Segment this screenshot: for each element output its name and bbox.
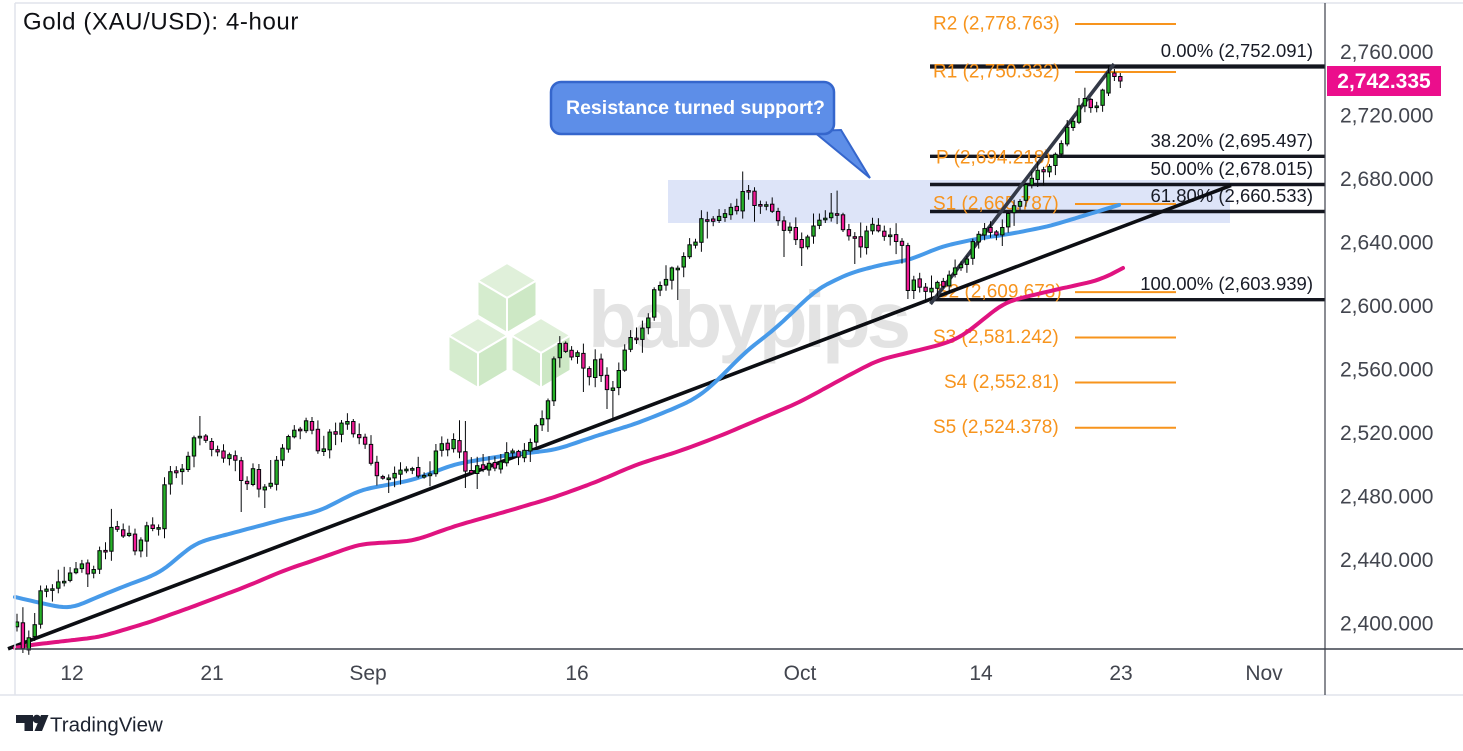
svg-text:S3 (2,581.242): S3 (2,581.242) bbox=[933, 327, 1059, 348]
svg-text:16: 16 bbox=[565, 662, 588, 685]
svg-text:S5 (2,524.378): S5 (2,524.378) bbox=[933, 417, 1059, 438]
svg-text:2,560.000: 2,560.000 bbox=[1340, 359, 1433, 382]
svg-text:2,520.000: 2,520.000 bbox=[1340, 422, 1433, 445]
svg-text:2,720.000: 2,720.000 bbox=[1340, 105, 1433, 128]
svg-text:61.80% (2,660.533): 61.80% (2,660.533) bbox=[1150, 185, 1313, 206]
svg-text:R1 (2,750.332): R1 (2,750.332) bbox=[933, 62, 1060, 83]
svg-text:S1 (2,665.787): S1 (2,665.787) bbox=[933, 194, 1059, 215]
svg-text:TradingView: TradingView bbox=[50, 714, 163, 737]
svg-text:Gold (XAU/USD): 4-hour: Gold (XAU/USD): 4-hour bbox=[23, 9, 299, 36]
svg-text:23: 23 bbox=[1109, 662, 1132, 685]
svg-text:Oct: Oct bbox=[784, 662, 817, 685]
svg-text:S4 (2,552.81): S4 (2,552.81) bbox=[944, 372, 1059, 393]
svg-text:2,600.000: 2,600.000 bbox=[1340, 295, 1433, 318]
svg-text:2,760.000: 2,760.000 bbox=[1340, 41, 1433, 64]
svg-text:Nov: Nov bbox=[1245, 662, 1283, 685]
svg-text:50.00% (2,678.015): 50.00% (2,678.015) bbox=[1150, 158, 1313, 179]
svg-text:2,440.000: 2,440.000 bbox=[1340, 549, 1433, 572]
svg-text:12: 12 bbox=[60, 662, 83, 685]
svg-text:0.00% (2,752.091): 0.00% (2,752.091) bbox=[1161, 40, 1313, 61]
svg-text:Resistance turned support?: Resistance turned support? bbox=[566, 97, 825, 119]
svg-text:100.00% (2,603.939): 100.00% (2,603.939) bbox=[1140, 273, 1313, 294]
svg-text:P (2,694.218): P (2,694.218) bbox=[936, 148, 1051, 169]
svg-text:R2 (2,778.763): R2 (2,778.763) bbox=[933, 14, 1060, 35]
svg-text:2,400.000: 2,400.000 bbox=[1340, 613, 1433, 636]
svg-text:Sep: Sep bbox=[349, 662, 386, 685]
svg-text:2,480.000: 2,480.000 bbox=[1340, 486, 1433, 509]
svg-text:21: 21 bbox=[200, 662, 223, 685]
svg-text:2,742.335: 2,742.335 bbox=[1337, 70, 1431, 93]
svg-text:38.20% (2,695.497): 38.20% (2,695.497) bbox=[1150, 130, 1313, 151]
svg-text:2,640.000: 2,640.000 bbox=[1340, 232, 1433, 255]
svg-text:14: 14 bbox=[969, 662, 993, 685]
svg-text:2,680.000: 2,680.000 bbox=[1340, 168, 1433, 191]
